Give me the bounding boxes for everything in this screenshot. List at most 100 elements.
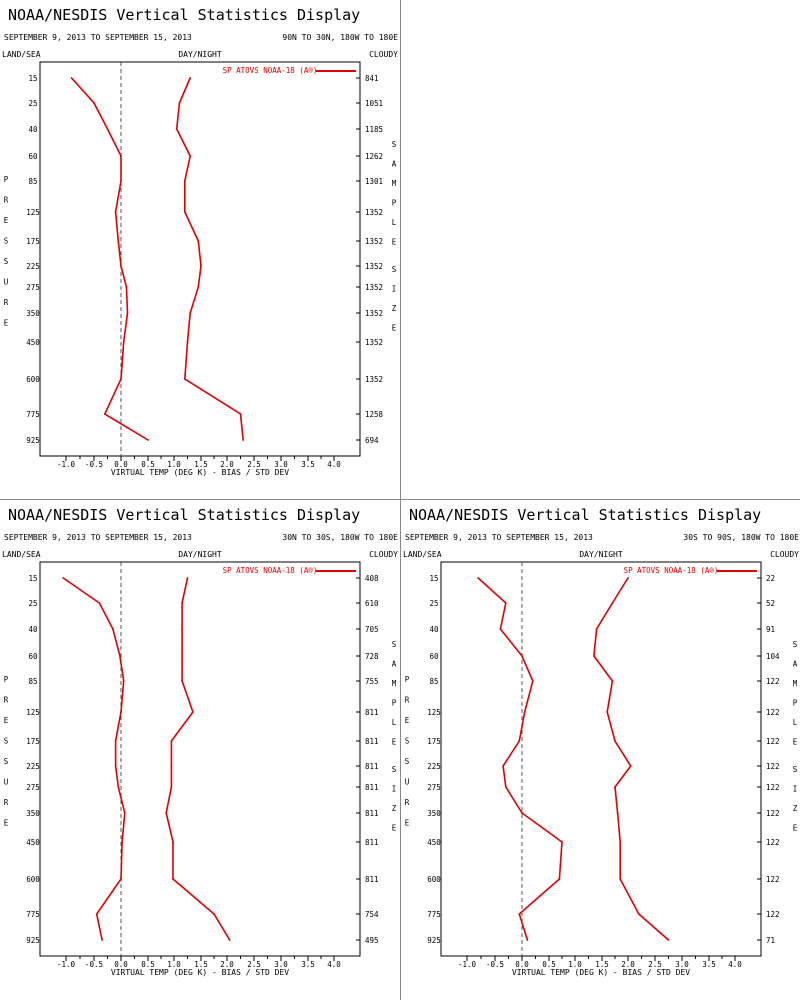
pressure-level-label: 125 [26,708,40,717]
series-point-bias [119,655,121,657]
plot-frame [39,61,361,457]
vertical-stats-chart: NOAA/NESDIS Vertical Statistics Display S… [403,506,799,977]
sample-size-label: 1185 [365,125,383,134]
pressure-axis-letter: S [4,257,9,266]
x-tick-label: 3.0 [274,460,288,469]
series-point-std_dev [183,211,186,213]
series-line-std_dev [593,577,670,941]
plot-frame [39,561,361,957]
pressure-level-label: 15 [28,574,37,583]
pressure-axis-letter: P [405,675,410,684]
series-point-bias [558,878,561,880]
series-point-std_dev [200,265,202,267]
series-point-bias [120,180,122,182]
series-line-bias [62,577,126,941]
sample-size-axis-letter: E [392,238,397,247]
sample-size-label: 91 [766,625,775,634]
x-tick-label: -0.5 [85,960,103,969]
series-point-bias [117,240,120,242]
x-tick-label: 4.0 [327,960,341,969]
region-label: 30N TO 30S, 180W TO 180E [282,533,398,542]
sample-size-axis-letter: M [392,679,397,688]
sample-size-axis-letter: E [793,738,798,747]
sample-size-axis-letter: S [793,765,798,774]
series-point-std_dev [619,841,622,843]
sample-size-label: 122 [766,737,780,746]
pressure-axis-letter: S [405,757,410,766]
sample-size-axis-letter: A [793,660,798,669]
x-tick-label: 0.0 [515,960,529,969]
series-point-std_dev [183,180,186,182]
sample-size-axis-letter: L [392,218,397,227]
pressure-level-label: 600 [26,375,40,384]
legend-label: SP ATOVS NOAA-18 (A®) [624,566,719,575]
series-point-std_dev [213,913,215,915]
pressure-level-label: 775 [427,910,441,919]
sample-size-axis-letter: E [392,324,397,333]
day-night-label: DAY/NIGHT [178,50,222,59]
pressure-level-label: 925 [427,936,441,945]
sample-size-label: 52 [766,599,775,608]
pressure-axis-letter: R [4,298,9,307]
sample-size-label: 811 [365,737,379,746]
series-point-bias [117,786,120,788]
sample-size-label: 754 [365,910,379,919]
x-tick-label: 0.5 [141,960,155,969]
sample-size-axis-letter: S [392,140,397,149]
sample-size-label: 1352 [365,283,383,292]
pressure-axis-letter: P [4,675,9,684]
pressure-axis-letter: P [4,175,9,184]
series-point-bias [521,655,523,657]
x-tick-label: 3.0 [675,960,689,969]
pressure-axis-letter: U [4,778,9,787]
series-point-std_dev [616,812,619,814]
pressure-level-label: 125 [427,708,441,717]
series-point-std_dev [189,77,192,79]
legend-label: SP ATOVS NOAA-18 (A®) [223,566,318,575]
sample-size-axis-letter: M [392,179,397,188]
x-tick-label: 3.0 [274,960,288,969]
series-point-bias [518,740,521,742]
pressure-level-label: 350 [26,309,40,318]
land-sea-label: LAND/SEA [2,50,41,59]
plot-frame [440,561,762,957]
pressure-level-label: 60 [28,652,38,661]
series-point-std_dev [183,378,186,380]
sample-size-axis-letter: S [392,765,397,774]
pressure-axis-letter: S [4,757,9,766]
x-tick-label: 2.5 [247,460,261,469]
series-point-std_dev [170,786,173,788]
pressure-axis-letter: R [4,696,9,705]
series-point-bias [95,913,98,915]
x-tick-label: 3.5 [702,960,716,969]
chart-panel-3: NOAA/NESDIS Vertical Statistics Display S… [401,500,800,1000]
series-point-std_dev [239,413,242,415]
series-point-bias [120,155,122,157]
series-point-bias [499,628,502,630]
series-point-std_dev [629,765,632,767]
series-point-std_dev [170,740,173,742]
series-line-bias [71,77,149,441]
series-point-std_dev [172,841,174,843]
pressure-level-label: 15 [429,574,438,583]
x-tick-label: -1.0 [57,460,76,469]
sample-size-label: 122 [766,910,780,919]
pressure-axis-letter: S [4,737,9,746]
sample-size-label: 122 [766,677,780,686]
x-tick-label: 2.5 [247,960,261,969]
sample-size-axis-letter: L [793,718,798,727]
sample-size-label: 1301 [365,177,383,186]
pressure-level-label: 85 [28,177,37,186]
x-tick-label: 2.0 [220,960,234,969]
x-tick-label: 3.5 [301,460,315,469]
pressure-level-label: 60 [28,152,38,161]
x-tick-label: 4.0 [327,460,341,469]
series-point-std_dev [170,765,173,767]
sample-size-label: 811 [365,783,379,792]
region-label: 30S TO 90S, 180W TO 180E [683,533,799,542]
series-point-std_dev [186,577,189,579]
series-line-std_dev [175,77,244,441]
series-point-std_dev [611,602,614,604]
sample-size-label: 811 [365,875,379,884]
series-point-std_dev [667,939,670,941]
